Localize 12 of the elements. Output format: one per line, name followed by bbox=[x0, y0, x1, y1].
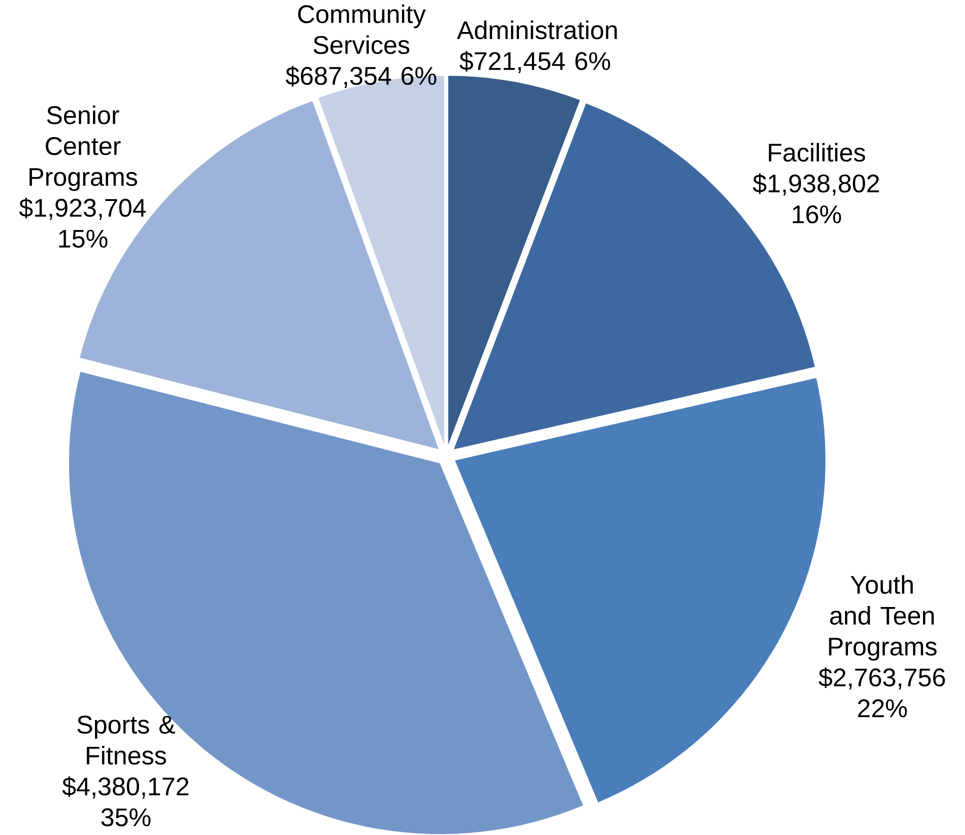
data-label: $721,454 6% bbox=[460, 51, 610, 74]
slice-label: Sports & Fitness bbox=[77, 716, 176, 765]
data-label: $1,923,704 15% bbox=[19, 198, 146, 248]
data-label: $1,938,802 16% bbox=[752, 173, 879, 224]
slice-label: Senior Center Programs bbox=[30, 106, 138, 192]
data-label: $687,354 6% bbox=[286, 66, 436, 88]
data-label: $2,763,756 22% bbox=[818, 667, 945, 718]
slice-label: Community Services bbox=[298, 4, 426, 54]
slice-label: Facilities bbox=[768, 142, 866, 162]
slice-label: Administration bbox=[456, 20, 617, 40]
data-label: $4,380,172 35% bbox=[62, 776, 188, 826]
slice-label: Youth and Teen Programs bbox=[829, 575, 937, 661]
